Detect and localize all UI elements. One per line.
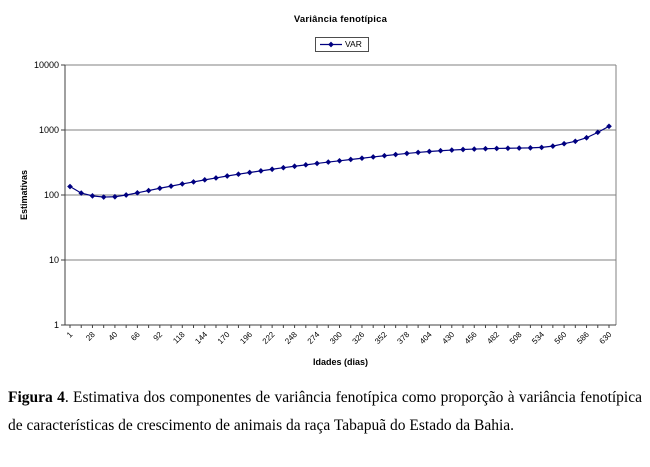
legend-series-label: VAR [345,39,362,49]
svg-text:630: 630 [598,330,614,346]
svg-text:508: 508 [508,330,524,346]
figure-caption-text: . Estimativa dos componentes de variânci… [8,389,642,434]
chart-title: Variância fenotípica [293,14,388,25]
plot-svg: 1 10 100 1000 10000 1 28 40 66 92 118 144 170 196 222 2… [34,60,617,346]
svg-text:40: 40 [107,330,120,343]
svg-text:92: 92 [152,330,165,343]
svg-text:1: 1 [65,330,75,340]
svg-text:222: 222 [261,330,277,346]
svg-text:456: 456 [463,330,479,346]
x-axis-labels: 1 28 40 66 92 118 144 170 196 222 248 274 300 326 352 3… [65,330,614,346]
figure-caption: Figura 4. Estimativa dos componentes de … [8,384,642,440]
svg-text:144: 144 [193,330,209,346]
svg-text:100: 100 [44,190,59,200]
svg-text:300: 300 [328,330,344,346]
svg-text:326: 326 [351,330,367,346]
svg-text:482: 482 [485,330,501,346]
chart-legend: VAR [315,37,369,52]
svg-text:1000: 1000 [39,125,59,135]
svg-text:170: 170 [216,330,232,346]
svg-text:10000: 10000 [34,60,59,70]
x-axis-title: Idades (dias) [312,357,368,367]
legend-line-marker-icon [320,41,342,48]
svg-text:196: 196 [238,330,254,346]
figure-caption-label: Figura 4 [8,389,65,406]
svg-text:248: 248 [283,330,299,346]
svg-text:534: 534 [530,330,546,346]
svg-text:404: 404 [418,330,434,346]
svg-text:586: 586 [575,330,591,346]
y-axis-ticks: 1 10 100 1000 10000 [34,60,65,330]
svg-text:430: 430 [440,330,456,346]
svg-text:28: 28 [84,330,97,343]
series-markers [67,123,612,200]
figure-chart: Variância fenotípica VAR Estimativas 1 10… [19,14,617,367]
svg-text:118: 118 [171,330,187,346]
svg-text:66: 66 [129,330,142,343]
svg-text:1: 1 [54,320,59,330]
gridlines [65,64,617,326]
svg-text:378: 378 [395,330,411,346]
svg-text:560: 560 [553,330,569,346]
svg-text:10: 10 [49,255,59,265]
svg-text:274: 274 [306,330,322,346]
x-axis-ticks [69,325,610,328]
svg-text:352: 352 [373,330,389,346]
